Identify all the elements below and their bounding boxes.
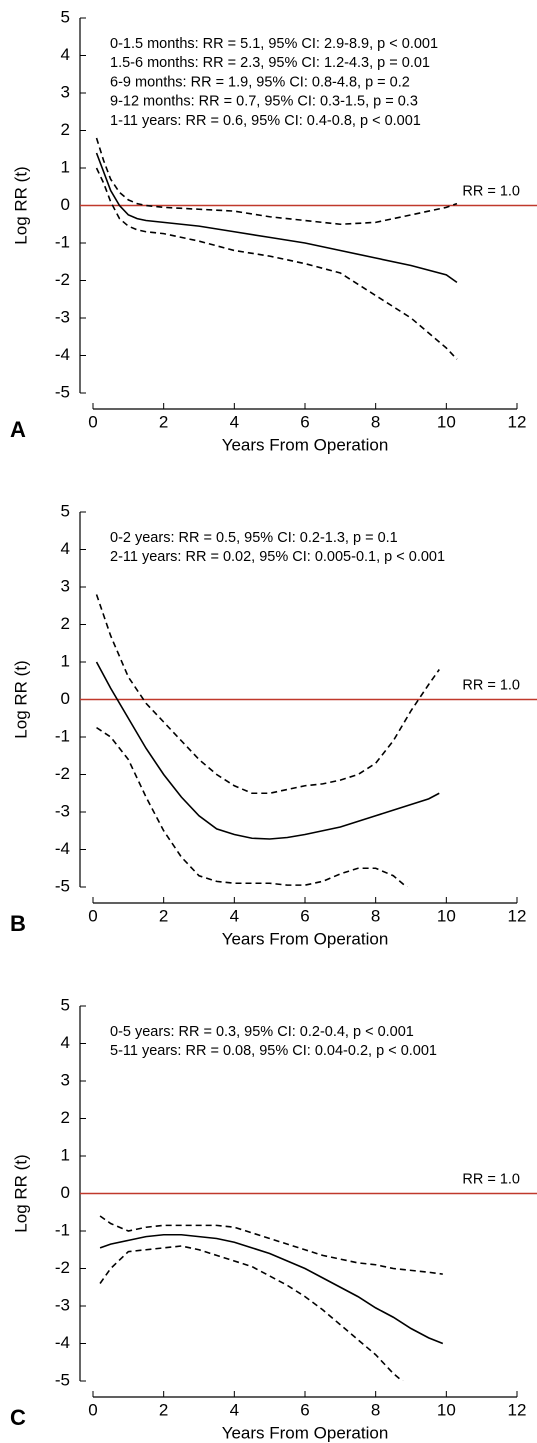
x-tick-label: 0: [88, 906, 97, 925]
x-tick-label: 8: [371, 1400, 380, 1419]
y-tick-label: 0: [61, 689, 70, 708]
panel-letter: C: [10, 1405, 26, 1430]
y-tick-label: -3: [55, 1295, 70, 1314]
y-tick-label: 5: [61, 7, 70, 26]
reference-label: RR = 1.0: [462, 1171, 520, 1187]
y-tick-label: -5: [55, 382, 70, 401]
x-tick-label: 0: [88, 1400, 97, 1419]
y-tick-label: 0: [61, 1183, 70, 1202]
x-tick-label: 4: [230, 412, 239, 431]
y-tick-label: -5: [55, 876, 70, 895]
y-axis-label: Log RR (t): [11, 660, 30, 738]
y-tick-label: 4: [61, 1033, 70, 1052]
annotation: 1-11 years: RR = 0.6, 95% CI: 0.4-0.8, p…: [110, 113, 421, 129]
series-line: [95, 167, 458, 360]
series-line: [95, 594, 440, 795]
y-tick-label: 1: [61, 157, 70, 176]
y-tick-label: -1: [55, 1220, 70, 1239]
annotation: 2-11 years: RR = 0.02, 95% CI: 0.005-0.1…: [110, 549, 445, 565]
x-tick-label: 10: [437, 412, 456, 431]
x-tick-label: 8: [371, 906, 380, 925]
series-line: [95, 152, 458, 284]
y-tick-label: 2: [61, 120, 70, 139]
annotation: 0-1.5 months: RR = 5.1, 95% CI: 2.9-8.9,…: [110, 36, 438, 52]
annotation: 1.5-6 months: RR = 2.3, 95% CI: 1.2-4.3,…: [110, 55, 430, 71]
series-line: [99, 1215, 443, 1275]
y-tick-label: -4: [55, 345, 70, 364]
y-tick-label: 0: [61, 195, 70, 214]
y-tick-label: 4: [61, 45, 70, 64]
x-axis-label: Years From Operation: [222, 929, 389, 948]
y-tick-label: 2: [61, 1108, 70, 1127]
y-tick-label: 2: [61, 614, 70, 633]
x-tick-label: 2: [159, 412, 168, 431]
x-tick-label: 6: [300, 412, 309, 431]
y-tick-label: -4: [55, 1333, 70, 1352]
y-tick-label: 1: [61, 651, 70, 670]
annotation: 6-9 months: RR = 1.9, 95% CI: 0.8-4.8, p…: [110, 74, 410, 90]
reference-label: RR = 1.0: [462, 183, 520, 199]
series-line: [99, 1233, 444, 1345]
y-tick-label: -1: [55, 232, 70, 251]
y-axis-label: Log RR (t): [11, 1154, 30, 1232]
panel-letter: B: [10, 911, 26, 936]
y-tick-label: -2: [55, 1258, 70, 1277]
x-tick-label: 10: [437, 1400, 456, 1419]
annotation: 0-5 years: RR = 0.3, 95% CI: 0.2-0.4, p …: [110, 1024, 414, 1040]
x-tick-label: 12: [508, 1400, 527, 1419]
y-axis-label: Log RR (t): [11, 166, 30, 244]
x-tick-label: 4: [230, 906, 239, 925]
x-tick-label: 2: [159, 906, 168, 925]
x-tick-label: 6: [300, 1400, 309, 1419]
x-axis-label: Years From Operation: [222, 435, 389, 454]
x-tick-label: 4: [230, 1400, 239, 1419]
panel-letter: A: [10, 417, 26, 442]
series-line: [99, 1245, 404, 1381]
series-line: [95, 137, 458, 226]
x-tick-label: 12: [508, 412, 527, 431]
y-tick-label: 5: [61, 995, 70, 1014]
x-tick-label: 0: [88, 412, 97, 431]
x-tick-label: 8: [371, 412, 380, 431]
x-tick-label: 6: [300, 906, 309, 925]
annotation: 0-2 years: RR = 0.5, 95% CI: 0.2-1.3, p …: [110, 530, 398, 546]
y-tick-label: 4: [61, 539, 70, 558]
x-axis-label: Years From Operation: [222, 1423, 389, 1442]
y-tick-label: -5: [55, 1370, 70, 1389]
y-tick-label: -4: [55, 839, 70, 858]
series-line: [95, 661, 440, 840]
reference-label: RR = 1.0: [462, 677, 520, 693]
y-tick-label: -2: [55, 764, 70, 783]
y-tick-label: 5: [61, 501, 70, 520]
y-tick-label: 1: [61, 1145, 70, 1164]
series-line: [96, 726, 408, 887]
x-tick-label: 2: [159, 1400, 168, 1419]
x-tick-label: 12: [508, 906, 527, 925]
annotation: 9-12 months: RR = 0.7, 95% CI: 0.3-1.5, …: [110, 94, 418, 110]
y-tick-label: -3: [55, 307, 70, 326]
y-tick-label: -1: [55, 726, 70, 745]
y-tick-label: 3: [61, 1070, 70, 1089]
y-tick-label: 3: [61, 576, 70, 595]
y-tick-label: -3: [55, 801, 70, 820]
annotation: 5-11 years: RR = 0.08, 95% CI: 0.04-0.2,…: [110, 1043, 437, 1059]
x-tick-label: 10: [437, 906, 456, 925]
y-tick-label: -2: [55, 270, 70, 289]
y-tick-label: 3: [61, 82, 70, 101]
